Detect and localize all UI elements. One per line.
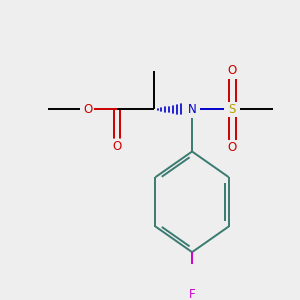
Text: O: O: [228, 141, 237, 154]
Text: S: S: [229, 103, 236, 116]
Text: N: N: [188, 103, 197, 116]
Text: O: O: [83, 103, 92, 116]
Text: F: F: [189, 288, 195, 300]
Text: O: O: [112, 140, 122, 152]
Text: O: O: [228, 64, 237, 77]
